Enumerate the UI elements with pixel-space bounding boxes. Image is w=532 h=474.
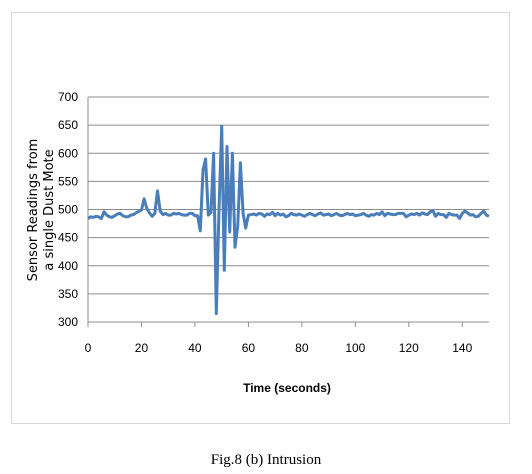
- y-tick-label: 450: [58, 231, 78, 245]
- y-tick-label: 550: [58, 174, 78, 188]
- y-tick-label: 300: [58, 315, 78, 329]
- line-chart: 300 350 400 450 500 550 600 650 700 0 20 40 60 80 100…: [26, 90, 490, 395]
- y-tick-label: 400: [58, 259, 78, 273]
- x-tick-label: 100: [345, 341, 365, 355]
- x-tick-label: 0: [85, 341, 92, 355]
- x-tick-label: 80: [295, 341, 309, 355]
- y-tick-labels: 300 350 400 450 500 550 600 650 700: [58, 90, 78, 329]
- x-tick-label: 60: [242, 341, 256, 355]
- gridlines: [88, 96, 489, 295]
- y-tick-label: 500: [58, 203, 78, 217]
- figure-caption: Fig.8 (b) Intrusion: [210, 452, 322, 468]
- y-tick-label: 700: [58, 90, 78, 104]
- axes: [87, 97, 489, 327]
- y-axis-title-line1: Sensor Readings from: [26, 139, 41, 282]
- x-tick-label: 40: [188, 341, 202, 355]
- y-tick-label: 600: [58, 146, 78, 160]
- x-tick-label: 20: [135, 341, 149, 355]
- x-tick-label: 120: [399, 341, 419, 355]
- x-tick-labels: 0 20 40 60 80 100 120 140: [85, 341, 473, 355]
- y-axis-title-line2: a single Dust Mote: [42, 149, 57, 270]
- series-line: [87, 124, 490, 316]
- x-tick-label: 140: [452, 341, 472, 355]
- y-tick-label: 350: [58, 287, 78, 301]
- x-axis-title: Time (seconds): [243, 381, 331, 395]
- chart-frame: 300 350 400 450 500 550 600 650 700 0 20 40 60 80 100…: [11, 12, 510, 424]
- y-tick-label: 650: [58, 118, 78, 132]
